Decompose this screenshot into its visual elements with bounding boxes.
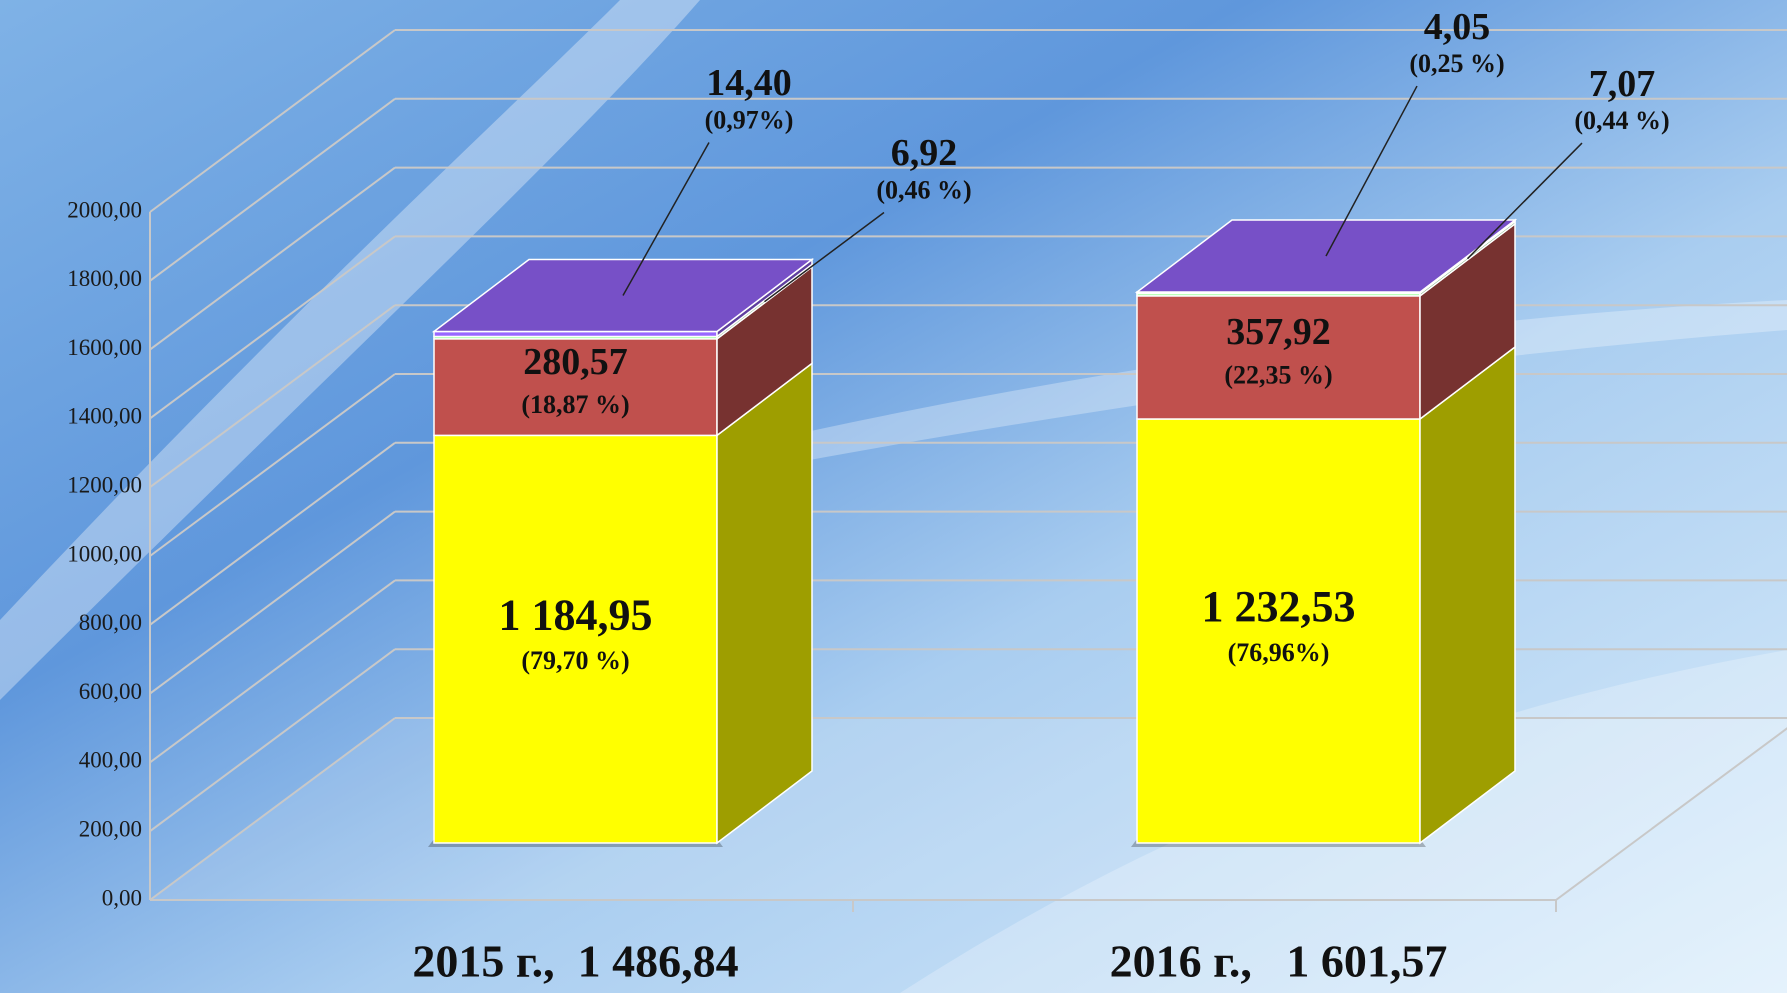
- data-label-share: (18,87 %): [521, 390, 629, 419]
- data-label-share: (0,44 %): [1574, 106, 1669, 135]
- background-streak: [0, 0, 700, 700]
- grid-line: [149, 441, 396, 626]
- x-tick-label: 2015 г., 1 486,84: [412, 936, 738, 987]
- grid-line: [149, 648, 396, 833]
- data-label: 14,40: [706, 62, 792, 104]
- plot: 0,00 200,00 400,00 600,00 800,00 1000,00 1200,…: [67, 6, 1787, 987]
- y-tick-label: 0,00: [102, 885, 142, 910]
- bar-segment-side: [716, 361, 813, 845]
- data-label: 1 184,95: [499, 590, 653, 639]
- data-label-share: (0,46 %): [876, 175, 971, 204]
- bar-segment: [433, 338, 718, 437]
- y-tick-label: 600,00: [79, 679, 142, 704]
- y-tick-label: 1200,00: [67, 472, 142, 497]
- data-label-share: (22,35 %): [1224, 360, 1332, 389]
- grid-line: [149, 579, 396, 764]
- floor: [150, 718, 1787, 900]
- y-tick-label: 1800,00: [67, 266, 142, 291]
- data-label: 357,92: [1226, 311, 1331, 353]
- data-label: 280,57: [523, 341, 628, 383]
- data-label-share: (0,25 %): [1409, 49, 1504, 78]
- y-tick-label: 1600,00: [67, 335, 142, 360]
- y-tick-label: 1400,00: [67, 404, 142, 429]
- y-tick-label: 1000,00: [67, 541, 142, 566]
- grid-line: [149, 717, 396, 901]
- data-label-share: (79,70 %): [521, 646, 629, 675]
- x-tick-label: 2016 г., 1 601,57: [1110, 936, 1448, 987]
- data-label-share: (76,96%): [1228, 638, 1330, 667]
- leader-line: [1466, 142, 1583, 260]
- data-label: 1 232,53: [1202, 582, 1356, 631]
- grid-line: [149, 166, 396, 351]
- data-label: 6,92: [891, 132, 958, 174]
- grid-line: [149, 510, 396, 695]
- bar-segment: [1136, 418, 1421, 844]
- y-tick-label: 2000,00: [67, 197, 142, 222]
- floor-edge: [1555, 727, 1787, 901]
- data-label: 7,07: [1589, 63, 1656, 105]
- leader-line: [1325, 85, 1418, 257]
- data-label-share: (0,97%): [705, 105, 794, 134]
- y-tick-label: 400,00: [79, 748, 142, 773]
- leader-line: [622, 142, 710, 296]
- grid-line: [149, 97, 396, 282]
- y-tick-label: 800,00: [79, 610, 142, 635]
- grid-line: [149, 235, 396, 420]
- leader-line: [764, 211, 885, 303]
- y-tick-label: 200,00: [79, 816, 142, 841]
- grid-line: [149, 304, 396, 489]
- grid-line: [149, 373, 396, 557]
- grid-line: [149, 29, 396, 213]
- data-label: 4,05: [1424, 6, 1491, 48]
- bar-segment-side: [1419, 345, 1516, 845]
